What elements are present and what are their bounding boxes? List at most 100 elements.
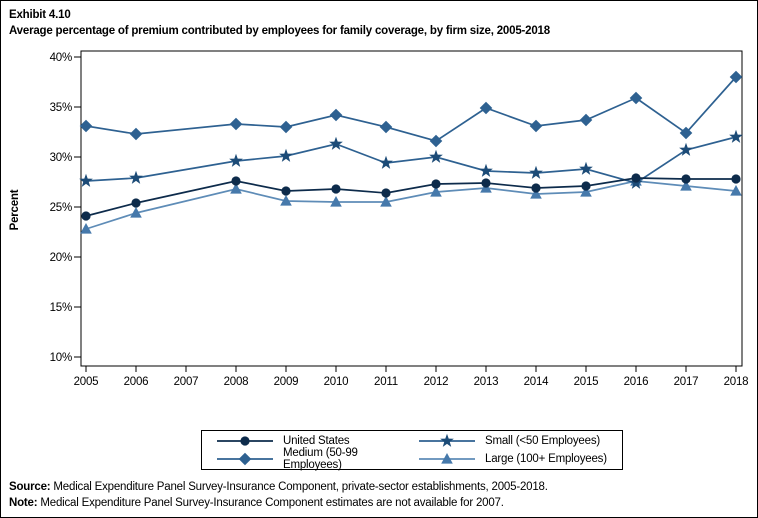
data-point-marker [280,195,292,206]
chart-title: Average percentage of premium contribute… [9,25,550,37]
triangle-marker-sample [419,453,475,464]
data-point-marker [381,188,391,198]
y-tick-label: 25% [50,202,72,214]
data-point-marker [441,453,453,464]
data-point-marker [229,153,243,167]
y-axis-title: Percent [9,189,21,230]
source-line: Source: Medical Expenditure Panel Survey… [9,479,548,495]
data-point-marker [279,120,293,134]
data-point-marker [529,119,543,133]
y-tick-label: 30% [50,152,72,164]
data-point-marker [729,129,743,143]
y-axis: 10% 15% 20% 25% 30% 35% 40% Percent [9,52,81,364]
series-line [85,76,737,142]
x-tick-label: 2009 [274,376,299,388]
source-label: Source: [9,481,51,493]
series-medium-50-99-employees [79,70,743,148]
legend-item-united-states: United States [216,433,412,450]
title-block: Exhibit 4.10 Average percentage of premi… [9,7,550,39]
data-point-marker [429,149,443,163]
data-point-marker [379,155,393,169]
data-point-marker [479,163,493,177]
exhibit-number: Exhibit 4.10 [9,9,71,21]
data-point-marker [79,173,93,187]
x-tick-label: 2014 [524,376,550,388]
source-text: Medical Expenditure Panel Survey-Insuran… [50,481,548,493]
series-small-50-employees [79,129,743,189]
x-axis: 2005 2006 2007 2008 2009 2010 2011 2012 2013 2014… [74,366,749,388]
line-chart-canvas: 10% 15% 20% 25% 30% 35% 40% Percent 2005 2006 2007… [9,50,749,388]
data-point-marker [431,179,441,189]
chart-legend: United States Small (<50 Employees) Medium… [201,430,623,471]
data-point-marker [580,186,592,197]
data-point-marker [238,452,252,466]
legend-label: Large (100+ Employees) [485,453,607,465]
x-tick-label: 2007 [174,376,199,388]
data-point-marker [330,196,342,207]
note-label: Note: [9,497,38,509]
data-point-marker [581,181,591,191]
y-tick-label: 10% [50,352,72,364]
y-tick-label: 35% [50,102,72,114]
star-marker-sample [419,433,475,447]
data-point-marker [681,174,691,184]
x-tick-label: 2012 [424,376,449,388]
data-point-marker [631,173,641,183]
data-point-marker [231,176,241,186]
x-tick-label: 2018 [724,376,749,388]
note-text: Medical Expenditure Panel Survey-Insuran… [37,497,504,509]
data-point-marker [530,188,542,199]
x-tick-label: 2006 [124,376,149,388]
data-point-marker [579,113,593,127]
data-point-marker [729,70,743,84]
data-point-marker [380,196,392,207]
x-tick-label: 2008 [224,376,249,388]
legend-item-medium-50-99-employees: Medium (50-99 Employees) [216,447,412,471]
x-tick-label: 2010 [324,376,349,388]
legend-label: Medium (50-99 Employees) [283,447,358,471]
data-point-marker [730,185,742,196]
data-point-marker [430,186,442,197]
data-point-marker [329,136,343,150]
data-point-marker [240,436,250,446]
legend-label: Small (<50 Employees) [485,435,601,447]
x-tick-label: 2011 [374,376,398,388]
legend-item-large-100-employees: Large (100+ Employees) [418,451,614,468]
data-point-marker [130,207,142,218]
data-point-marker [129,127,143,141]
legend-label: United States [283,435,350,447]
circle-marker-sample [217,436,273,446]
data-point-marker [479,101,493,115]
data-point-marker [481,178,491,188]
note-line: Note: Medical Expenditure Panel Survey-I… [9,495,548,511]
data-point-marker [679,126,693,140]
data-point-marker [129,170,143,184]
data-point-marker [379,120,393,134]
data-point-marker [229,117,243,131]
data-point-marker [579,161,593,175]
series-large-100-employees [80,175,742,234]
data-point-marker [230,183,242,194]
data-point-marker [629,91,643,105]
data-point-marker [281,186,291,196]
data-point-marker [81,211,91,221]
data-point-marker [679,142,693,156]
x-tick-label: 2013 [474,376,499,388]
series-united-states [81,173,741,221]
data-point-marker [329,108,343,122]
data-point-marker [279,148,293,162]
diamond-marker-sample [217,452,273,466]
data-point-marker [529,165,543,179]
x-tick-label: 2015 [574,376,599,388]
data-point-marker [440,433,454,447]
data-point-marker [680,180,692,191]
legend-item-small-50-employees: Small (<50 Employees) [418,433,614,450]
data-point-marker [731,174,741,184]
x-tick-label: 2017 [674,376,699,388]
y-tick-label: 40% [50,52,72,64]
x-tick-label: 2016 [624,376,649,388]
data-point-marker [429,134,443,148]
data-point-marker [331,184,341,194]
data-point-marker [531,183,541,193]
